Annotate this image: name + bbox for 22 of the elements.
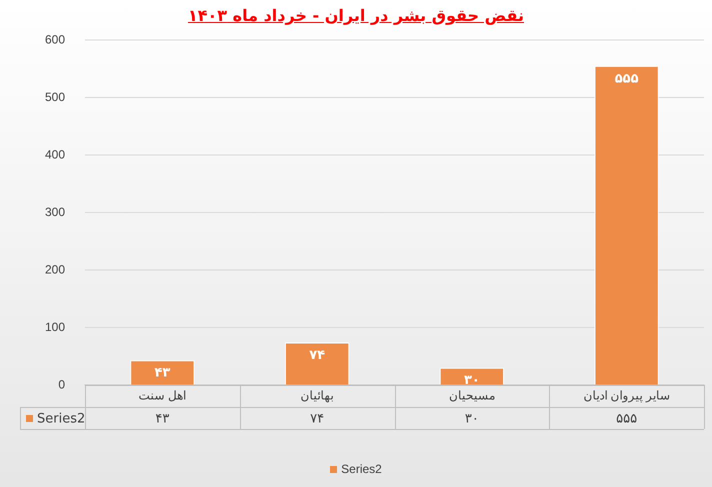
y-tick-label: 400	[44, 147, 66, 162]
text: ۷۴	[309, 348, 326, 363]
y-tick-label: 300	[44, 204, 66, 219]
data-label: ۷۴	[310, 411, 324, 426]
y-tick-label: 200	[44, 262, 66, 276]
x-tick-label: مسیحیان	[448, 388, 495, 403]
text: ۴۳	[154, 366, 170, 381]
x-tick-label: سایر پیروان ادیان	[583, 388, 670, 403]
y-tick-label: 600	[44, 32, 66, 46]
chart-title: نقض حقوق بشر در ایران - خرداد ماه ۱۴۰۳	[187, 6, 525, 25]
data-label: ۵۵۵	[616, 411, 638, 426]
text: Series2	[341, 462, 382, 476]
x-tick-label: بهائیان	[300, 388, 334, 403]
legend-label: Series2	[37, 411, 86, 426]
y-tick-label: 100	[44, 320, 66, 334]
text: ۵۵۵	[614, 71, 639, 86]
data-label: ۳۰	[464, 411, 479, 426]
x-tick-label: اهل سنت	[138, 388, 186, 403]
text: ۳۰	[464, 373, 480, 388]
data-label: ۴۳	[155, 411, 170, 426]
y-tick-label: 0	[58, 377, 66, 392]
y-tick-label: 500	[44, 90, 66, 104]
